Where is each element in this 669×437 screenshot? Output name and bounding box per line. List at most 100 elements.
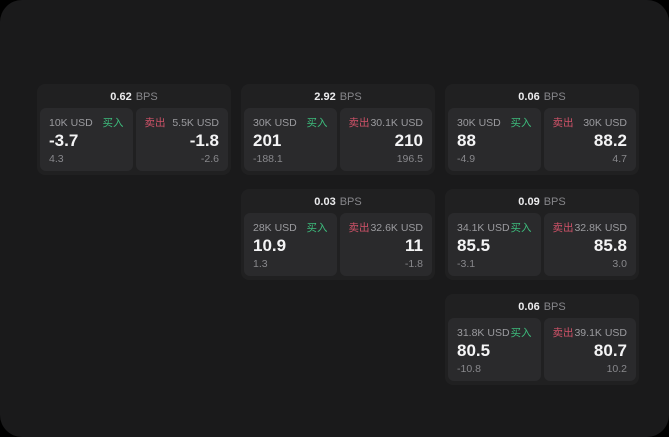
sell-notional: 30.1K USD — [370, 116, 423, 129]
bps-unit-label: BPS — [543, 90, 566, 103]
buy-side-label: 买入 — [510, 222, 532, 234]
bps-spread-value: 0.06 — [518, 300, 540, 313]
card-body: 28K USD 买入 10.9 1.3 卖出 32.6K USD 11 -1.8 — [241, 211, 435, 280]
buy-price: 201 — [253, 131, 282, 151]
buy-price: 10.9 — [253, 236, 287, 256]
sell-notional: 39.1K USD — [574, 326, 627, 339]
buy-panel-header: 30K USD 买入 — [457, 115, 532, 130]
card-body: 10K USD 买入 -3.7 4.3 卖出 5.5K USD -1.8 -2.… — [37, 106, 231, 175]
buy-panel-header: 31.8K USD 买入 — [457, 325, 532, 340]
buy-notional: 28K USD — [253, 221, 297, 234]
card-header: 2.92 BPS — [241, 84, 435, 106]
card-body: 31.8K USD 买入 80.5 -10.8 卖出 39.1K USD 80.… — [445, 316, 639, 385]
bps-unit-label: BPS — [543, 195, 566, 208]
buy-quote-panel[interactable]: 10K USD 买入 -3.7 4.3 — [40, 108, 133, 171]
sell-panel-header: 卖出 30K USD — [553, 115, 628, 130]
buy-price: 80.5 — [457, 341, 491, 361]
bps-spread-value: 0.09 — [518, 195, 540, 208]
buy-side-label: 买入 — [306, 117, 328, 129]
card-body: 30K USD 买入 88 -4.9 卖出 30K USD 88.2 4.7 — [445, 106, 639, 175]
card-grid: 0.62 BPS 10K USD 买入 -3.7 4.3 卖出 5.5K USD… — [37, 84, 639, 385]
sell-quote-panel[interactable]: 卖出 30K USD 88.2 4.7 — [543, 108, 636, 171]
buy-delta: 1.3 — [253, 258, 268, 270]
buy-price: 88 — [457, 131, 476, 151]
bps-unit-label: BPS — [543, 300, 566, 313]
quote-card: 0.06 BPS 30K USD 买入 88 -4.9 卖出 30K USD 8… — [445, 84, 639, 175]
buy-notional: 10K USD — [49, 116, 93, 129]
sell-price: 85.8 — [593, 236, 627, 256]
buy-side-label: 买入 — [510, 327, 532, 339]
sell-quote-panel[interactable]: 卖出 39.1K USD 80.7 10.2 — [543, 318, 636, 381]
sell-side-label: 卖出 — [144, 117, 166, 129]
buy-delta: 4.3 — [49, 153, 64, 165]
buy-delta: -10.8 — [457, 363, 481, 375]
sell-delta: -2.6 — [200, 153, 219, 165]
sell-quote-panel[interactable]: 卖出 32.6K USD 11 -1.8 — [339, 213, 432, 276]
buy-panel-header: 28K USD 买入 — [253, 220, 328, 235]
sell-quote-panel[interactable]: 卖出 30.1K USD 210 196.5 — [339, 108, 432, 171]
sell-price: 88.2 — [593, 131, 627, 151]
quote-card: 0.09 BPS 34.1K USD 买入 85.5 -3.1 卖出 32.8K… — [445, 189, 639, 280]
bps-spread-value: 0.62 — [110, 90, 132, 103]
bps-spread-value: 0.03 — [314, 195, 336, 208]
sell-delta: 10.2 — [606, 363, 627, 375]
buy-panel-header: 34.1K USD 买入 — [457, 220, 532, 235]
card-body: 30K USD 买入 201 -188.1 卖出 30.1K USD 210 1… — [241, 106, 435, 175]
buy-delta: -4.9 — [457, 153, 476, 165]
buy-delta: -188.1 — [253, 153, 283, 165]
buy-notional: 31.8K USD — [457, 326, 510, 339]
card-header: 0.09 BPS — [445, 189, 639, 211]
buy-notional: 30K USD — [253, 116, 297, 129]
sell-delta: -1.8 — [404, 258, 423, 270]
bps-spread-value: 0.06 — [518, 90, 540, 103]
buy-notional: 34.1K USD — [457, 221, 510, 234]
sell-side-label: 卖出 — [552, 117, 574, 129]
buy-price: -3.7 — [49, 131, 79, 151]
bps-spread-value: 2.92 — [314, 90, 336, 103]
sell-panel-header: 卖出 32.6K USD — [349, 220, 424, 235]
sell-side-label: 卖出 — [552, 327, 574, 339]
sell-panel-header: 卖出 30.1K USD — [349, 115, 424, 130]
card-header: 0.06 BPS — [445, 84, 639, 106]
bps-unit-label: BPS — [135, 90, 158, 103]
sell-notional: 30K USD — [583, 116, 627, 129]
sell-price: 210 — [394, 131, 423, 151]
bps-unit-label: BPS — [339, 90, 362, 103]
sell-notional: 32.8K USD — [574, 221, 627, 234]
bps-unit-label: BPS — [339, 195, 362, 208]
buy-panel-header: 30K USD 买入 — [253, 115, 328, 130]
card-header: 0.62 BPS — [37, 84, 231, 106]
card-header: 0.06 BPS — [445, 294, 639, 316]
sell-panel-header: 卖出 39.1K USD — [553, 325, 628, 340]
sell-panel-header: 卖出 32.8K USD — [553, 220, 628, 235]
buy-panel-header: 10K USD 买入 — [49, 115, 124, 130]
sell-side-label: 卖出 — [348, 222, 370, 234]
sell-price: 11 — [405, 236, 423, 256]
sell-notional: 5.5K USD — [172, 116, 219, 129]
quote-card: 0.03 BPS 28K USD 买入 10.9 1.3 卖出 32.6K US… — [241, 189, 435, 280]
sell-quote-panel[interactable]: 卖出 32.8K USD 85.8 3.0 — [543, 213, 636, 276]
buy-quote-panel[interactable]: 28K USD 买入 10.9 1.3 — [244, 213, 337, 276]
buy-notional: 30K USD — [457, 116, 501, 129]
sell-quote-panel[interactable]: 卖出 5.5K USD -1.8 -2.6 — [135, 108, 228, 171]
quote-card: 2.92 BPS 30K USD 买入 201 -188.1 卖出 30.1K … — [241, 84, 435, 175]
buy-quote-panel[interactable]: 31.8K USD 买入 80.5 -10.8 — [448, 318, 541, 381]
buy-price: 85.5 — [457, 236, 491, 256]
sell-delta: 196.5 — [396, 153, 423, 165]
sell-price: 80.7 — [593, 341, 627, 361]
buy-side-label: 买入 — [306, 222, 328, 234]
sell-side-label: 卖出 — [348, 117, 370, 129]
sell-delta: 3.0 — [612, 258, 627, 270]
sell-notional: 32.6K USD — [370, 221, 423, 234]
buy-quote-panel[interactable]: 34.1K USD 买入 85.5 -3.1 — [448, 213, 541, 276]
sell-side-label: 卖出 — [552, 222, 574, 234]
buy-quote-panel[interactable]: 30K USD 买入 88 -4.9 — [448, 108, 541, 171]
card-header: 0.03 BPS — [241, 189, 435, 211]
sell-delta: 4.7 — [612, 153, 627, 165]
buy-quote-panel[interactable]: 30K USD 买入 201 -188.1 — [244, 108, 337, 171]
sell-price: -1.8 — [189, 131, 219, 151]
buy-side-label: 买入 — [102, 117, 124, 129]
quote-card: 0.06 BPS 31.8K USD 买入 80.5 -10.8 卖出 39.1… — [445, 294, 639, 385]
sell-panel-header: 卖出 5.5K USD — [145, 115, 220, 130]
